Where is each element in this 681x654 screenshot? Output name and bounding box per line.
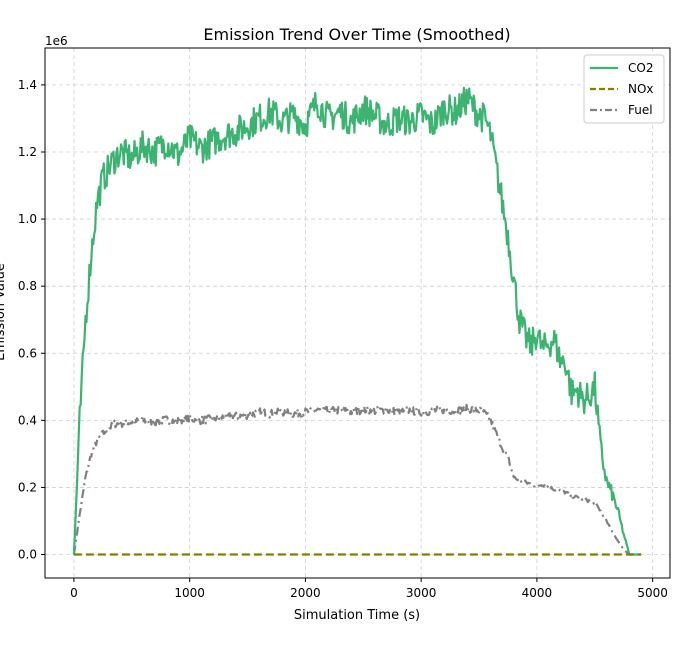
- y-tick-label: 1.4: [18, 78, 37, 92]
- legend-label-co2: CO2: [628, 61, 653, 75]
- x-tick-label: 0: [70, 586, 78, 600]
- y-tick-label: 0.8: [18, 279, 37, 293]
- chart-title: Emission Trend Over Time (Smoothed): [203, 25, 510, 44]
- y-tick-label: 0.6: [18, 346, 37, 360]
- x-tick-label: 4000: [522, 586, 553, 600]
- y-tick-label: 1.2: [18, 145, 37, 159]
- y-tick-label: 1.0: [18, 212, 37, 226]
- x-tick-label: 3000: [406, 586, 437, 600]
- grid: [45, 48, 670, 578]
- y-axis-label: Emission Value: [0, 263, 8, 361]
- legend: CO2 NOx Fuel: [583, 54, 665, 124]
- legend-label-nox: NOx: [628, 82, 654, 96]
- y-tick-label: 0.4: [18, 413, 37, 427]
- y-tick-label: 0.2: [18, 480, 37, 494]
- x-tick-label: 5000: [637, 586, 668, 600]
- x-tick-label: 2000: [290, 586, 321, 600]
- series-line-fuel: [72, 403, 642, 556]
- y-axis-offset-text: 1e6: [45, 34, 68, 48]
- x-axis-label: Simulation Time (s): [294, 608, 420, 623]
- legend-label-fuel: Fuel: [628, 103, 653, 117]
- plot-frame: [44, 47, 671, 579]
- x-tick-label: 1000: [174, 586, 205, 600]
- axis-ticks: 0 1000 2000 3000 4000 5000 0.0 0.2 0.4 0.6 0.8 1.0 1…: [18, 78, 668, 600]
- plot-series: [72, 86, 642, 556]
- y-tick-label: 0.0: [18, 548, 37, 562]
- series-line-co2: [72, 86, 642, 556]
- legend-box: [583, 54, 665, 124]
